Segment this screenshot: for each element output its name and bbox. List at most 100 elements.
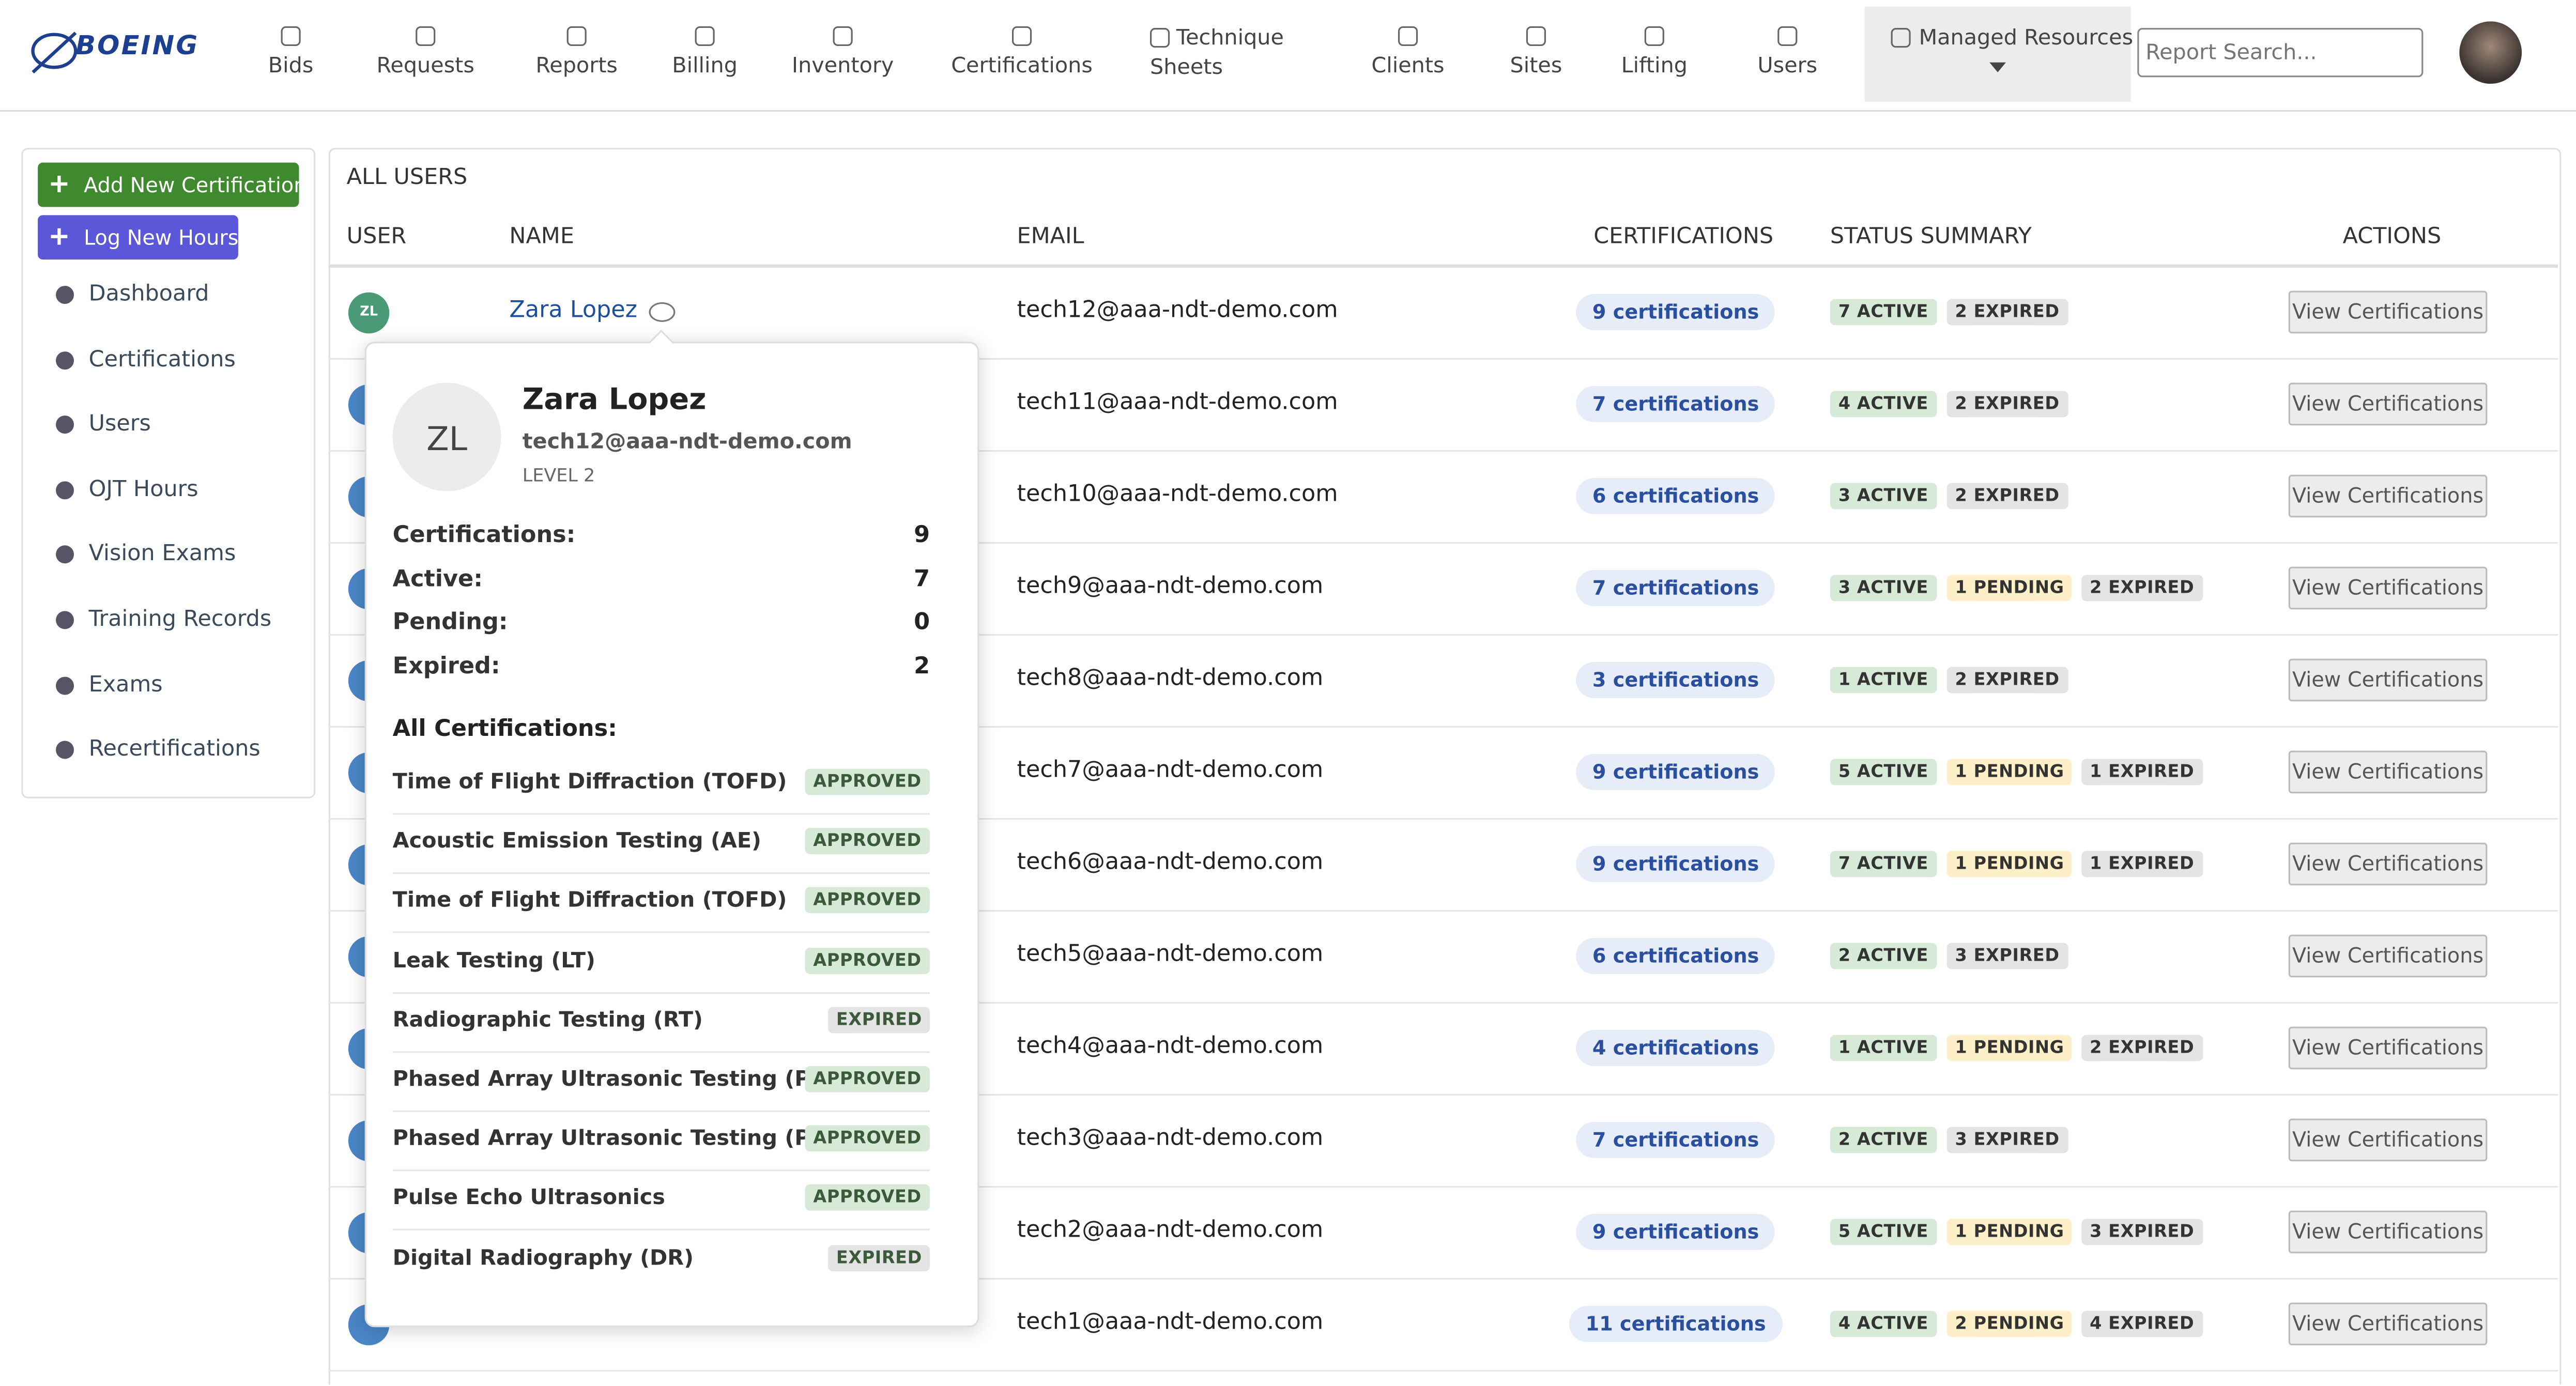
cert-count[interactable]: 9 certifications bbox=[1576, 1213, 1776, 1250]
cert-count[interactable]: 4 certifications bbox=[1576, 1029, 1776, 1066]
sidebar-button[interactable] bbox=[38, 215, 238, 260]
view-button[interactable]: View Certifications bbox=[2288, 842, 2488, 886]
nav-item[interactable]: Sites bbox=[1510, 54, 1562, 79]
view-button[interactable]: View Certifications bbox=[2288, 934, 2488, 978]
status-badge: 2 EXPIRED bbox=[1946, 483, 2068, 510]
cert-count[interactable]: 9 certifications bbox=[1576, 845, 1776, 882]
nav-item[interactable]: Inventory bbox=[791, 54, 894, 79]
sidebar-link[interactable]: Users bbox=[88, 411, 151, 438]
cert-divider bbox=[392, 1229, 930, 1231]
status-badge: 2 EXPIRED bbox=[2081, 1035, 2203, 1061]
column-header: USER bbox=[346, 223, 407, 250]
view-button[interactable]: View Certifications bbox=[2288, 1026, 2488, 1070]
sidebar-link[interactable]: Recertifications bbox=[88, 736, 260, 763]
status-badge: 2 PENDING bbox=[1946, 1311, 2073, 1337]
cert-name: Phased Array Ultrasonic Testing (PAUT) bbox=[392, 1127, 866, 1152]
cert-count[interactable]: 7 certifications bbox=[1576, 386, 1776, 422]
view-button[interactable]: View Certifications bbox=[2288, 750, 2488, 794]
status-badge: 4 EXPIRED bbox=[2081, 1311, 2203, 1337]
sidebar-link[interactable]: OJT Hours bbox=[88, 476, 198, 502]
cert-divider bbox=[392, 872, 930, 874]
view-button[interactable]: View Certifications bbox=[2288, 566, 2488, 610]
status-badge: 4 ACTIVE bbox=[1830, 391, 1937, 418]
nav-icon bbox=[1644, 26, 1664, 46]
sidebar-button[interactable] bbox=[38, 162, 299, 207]
sidebar-icon bbox=[56, 481, 74, 499]
view-button[interactable]: View Certifications bbox=[2288, 382, 2488, 426]
stat-value: 2 bbox=[914, 654, 930, 681]
email: tech5@aaa-ndt-demo.com bbox=[1017, 941, 1324, 968]
status-badge: 1 EXPIRED bbox=[2081, 759, 2203, 786]
sidebar-link[interactable]: Certifications bbox=[88, 346, 236, 373]
status-badge: 1 PENDING bbox=[1946, 851, 2073, 877]
eye-icon[interactable] bbox=[649, 302, 676, 322]
cert-name: Pulse Echo Ultrasonics bbox=[392, 1187, 665, 1211]
status-badge: 3 ACTIVE bbox=[1830, 483, 1937, 510]
nav-item[interactable]: Bids bbox=[268, 54, 314, 79]
sidebar-icon bbox=[56, 546, 74, 564]
table-panel bbox=[328, 148, 2562, 1385]
status-badge: 1 PENDING bbox=[1946, 1219, 2073, 1245]
view-button[interactable]: View Certifications bbox=[2288, 1302, 2488, 1346]
row-line bbox=[328, 542, 2558, 544]
sidebar-icon bbox=[56, 676, 74, 695]
managed-resources[interactable]: Managed Resources bbox=[1919, 26, 2134, 51]
sidebar-icon bbox=[56, 611, 74, 629]
sidebar-button-label[interactable]: Log New Hours bbox=[84, 225, 239, 250]
plus-icon bbox=[51, 176, 68, 192]
view-button[interactable]: View Certifications bbox=[2288, 1118, 2488, 1162]
nav-item[interactable]: Requests bbox=[376, 54, 474, 79]
profile-avatar[interactable] bbox=[2459, 21, 2522, 84]
nav-item[interactable]: Billing bbox=[672, 54, 738, 79]
nav-icon bbox=[1526, 26, 1546, 46]
view-button[interactable]: View Certifications bbox=[2288, 474, 2488, 518]
nav-item[interactable]: Reports bbox=[535, 54, 618, 79]
cert-count[interactable]: 11 certifications bbox=[1569, 1305, 1783, 1342]
status-badge: 2 ACTIVE bbox=[1830, 1127, 1937, 1153]
cert-count[interactable]: 9 certifications bbox=[1576, 294, 1776, 330]
row-line bbox=[328, 726, 2558, 728]
sidebar-link[interactable]: Vision Exams bbox=[88, 541, 236, 567]
email: tech2@aaa-ndt-demo.com bbox=[1017, 1217, 1324, 1244]
nav-item[interactable]: Technique Sheets bbox=[1149, 26, 1284, 81]
user-name[interactable]: Zara Lopez bbox=[509, 297, 638, 324]
cert-count[interactable]: 6 certifications bbox=[1576, 937, 1776, 974]
sidebar-link[interactable]: Training Records bbox=[88, 606, 272, 633]
nav-item[interactable]: Clients bbox=[1371, 54, 1445, 79]
sidebar-icon bbox=[56, 350, 74, 369]
managed-box[interactable] bbox=[1864, 6, 2131, 102]
status-badge: 7 ACTIVE bbox=[1830, 851, 1937, 877]
stat-label: Expired: bbox=[392, 654, 500, 681]
nav-item[interactable]: Lifting bbox=[1621, 54, 1688, 79]
sidebar-link[interactable]: Exams bbox=[88, 671, 163, 698]
view-button[interactable]: View Certifications bbox=[2288, 290, 2488, 334]
email: tech9@aaa-ndt-demo.com bbox=[1017, 573, 1324, 600]
cert-count[interactable]: 3 certifications bbox=[1576, 661, 1776, 698]
search-input[interactable] bbox=[2137, 28, 2424, 78]
nav-item[interactable]: Users bbox=[1757, 54, 1818, 79]
sidebar-link[interactable]: Dashboard bbox=[88, 281, 209, 307]
stat-label: Active: bbox=[392, 566, 483, 593]
stat-value: 7 bbox=[914, 566, 930, 593]
status-badge: 1 PENDING bbox=[1946, 759, 2073, 786]
cert-status: EXPIRED bbox=[827, 1244, 930, 1271]
cert-count[interactable]: 6 certifications bbox=[1576, 478, 1776, 514]
cert-count[interactable]: 7 certifications bbox=[1576, 569, 1776, 606]
brand: BOEING bbox=[75, 29, 200, 61]
nav-item[interactable]: Certifications bbox=[951, 54, 1093, 79]
view-button[interactable]: View Certifications bbox=[2288, 1210, 2488, 1254]
sidebar-button-label[interactable]: Add New Certification bbox=[84, 172, 307, 197]
cert-divider bbox=[392, 1110, 930, 1112]
cert-count[interactable]: 9 certifications bbox=[1576, 753, 1776, 790]
user-initials: ZL bbox=[360, 304, 378, 319]
view-button[interactable]: View Certifications bbox=[2288, 658, 2488, 702]
cert-status: APPROVED bbox=[805, 1125, 930, 1152]
popover-name: Zara Lopez bbox=[522, 382, 707, 418]
cert-count[interactable]: 7 certifications bbox=[1576, 1121, 1776, 1158]
cert-divider bbox=[392, 813, 930, 815]
status-badge: 2 ACTIVE bbox=[1830, 943, 1937, 969]
status-badge: 5 ACTIVE bbox=[1830, 1219, 1937, 1245]
status-badge: 3 ACTIVE bbox=[1830, 575, 1937, 602]
